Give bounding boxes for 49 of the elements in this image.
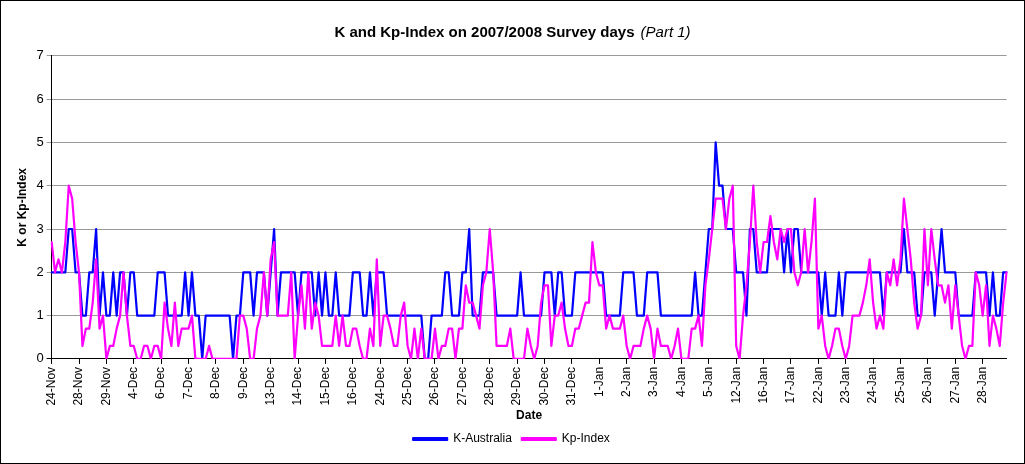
legend-label: Kp-Index bbox=[561, 431, 610, 446]
x-tick-label: 12-Jan bbox=[728, 366, 743, 404]
y-tick-label: 3 bbox=[36, 220, 44, 236]
x-tick-label: 24-Jan bbox=[865, 366, 880, 404]
x-tick-label: 28-Nov bbox=[71, 366, 86, 406]
x-tick-label: 22-Jan bbox=[810, 366, 825, 404]
x-axis-title: Date bbox=[516, 408, 543, 423]
x-tick-label: 28-Dec bbox=[482, 366, 497, 406]
x-tick-label: 27-Dec bbox=[454, 366, 469, 406]
x-tick-label: 26-Dec bbox=[427, 366, 442, 406]
x-tick-label: 13-Dec bbox=[263, 366, 277, 406]
x-tick-label: 9-Dec bbox=[235, 366, 250, 399]
legend-label: K-Australia bbox=[453, 431, 513, 446]
y-tick-label: 6 bbox=[36, 90, 44, 106]
x-tick-label: 1-Jan bbox=[591, 366, 606, 397]
x-tick-label: 7-Dec bbox=[180, 366, 195, 399]
y-tick-label: 4 bbox=[36, 177, 44, 193]
x-tick-label: 25-Jan bbox=[892, 366, 907, 404]
x-tick-label: 24-Dec bbox=[372, 366, 387, 406]
x-tick-label: 15-Dec bbox=[317, 366, 332, 406]
y-tick-label: 2 bbox=[36, 263, 44, 279]
x-tick-label: 5-Jan bbox=[701, 366, 716, 397]
x-tick-label: 4-Jan bbox=[673, 366, 688, 397]
x-tick-label: 16-Jan bbox=[755, 366, 770, 404]
x-tick-label: 26-Jan bbox=[920, 366, 935, 404]
x-tick-label: 25-Dec bbox=[399, 366, 414, 406]
x-tick-label: 29-Dec bbox=[509, 366, 524, 406]
x-tick-label: 2-Jan bbox=[618, 366, 633, 397]
x-tick-label: 3-Jan bbox=[646, 366, 661, 397]
y-tick-label: 5 bbox=[36, 133, 44, 149]
y-tick-label: 7 bbox=[36, 47, 44, 63]
x-tick-label: 27-Jan bbox=[947, 366, 962, 404]
x-tick-label: 6-Dec bbox=[153, 366, 168, 399]
x-tick-label: 31-Dec bbox=[564, 366, 579, 406]
x-tick-label: 30-Dec bbox=[536, 366, 551, 406]
x-tick-label: 23-Jan bbox=[838, 366, 853, 404]
x-tick-label: 16-Dec bbox=[345, 366, 360, 406]
x-tick-label: 4-Dec bbox=[126, 366, 141, 399]
x-tick-label: 17-Jan bbox=[783, 366, 798, 404]
y-axis-title: K or Kp-Index bbox=[14, 167, 29, 247]
chart-title: K and Kp-Index on 2007/2008 Survey days bbox=[334, 23, 635, 40]
x-tick-label: 24-Nov bbox=[43, 366, 58, 406]
y-tick-label: 1 bbox=[36, 307, 44, 323]
x-tick-label: 14-Dec bbox=[290, 366, 305, 406]
y-tick-label: 0 bbox=[36, 350, 44, 366]
x-tick-label: 29-Nov bbox=[98, 366, 113, 406]
x-tick-label: 8-Dec bbox=[208, 366, 223, 399]
chart-subtitle: (Part 1) bbox=[640, 23, 691, 40]
x-tick-label: 28-Jan bbox=[974, 366, 989, 404]
